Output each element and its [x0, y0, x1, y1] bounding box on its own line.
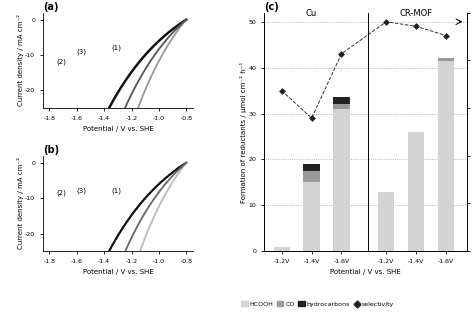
Bar [303, 171, 320, 182]
Bar [438, 58, 454, 61]
Bar [303, 164, 320, 171]
Text: (1): (1) [111, 45, 121, 51]
Text: (c): (c) [264, 2, 279, 12]
Bar [333, 97, 350, 104]
Bar [333, 109, 350, 251]
Text: (3): (3) [77, 48, 87, 55]
Bar [438, 61, 454, 251]
Text: (b): (b) [43, 145, 59, 155]
Text: (1): (1) [111, 188, 121, 194]
Bar [303, 182, 320, 251]
Bar [273, 246, 290, 251]
Y-axis label: Current density / mA cm⁻²: Current density / mA cm⁻² [17, 158, 24, 249]
Bar [378, 192, 394, 251]
Y-axis label: Current density / mA cm⁻²: Current density / mA cm⁻² [17, 14, 24, 106]
Legend: HCOOH, CO, hydrocarbons, selectivity: HCOOH, CO, hydrocarbons, selectivity [239, 299, 396, 309]
Y-axis label: Formation of reductants / μmol cm⁻² h⁻¹: Formation of reductants / μmol cm⁻² h⁻¹ [240, 61, 247, 203]
Bar [333, 104, 350, 109]
Text: (a): (a) [43, 2, 58, 12]
Bar [408, 132, 424, 251]
X-axis label: Potential / V vs. SHE: Potential / V vs. SHE [82, 126, 153, 132]
X-axis label: Potential / V vs. SHE: Potential / V vs. SHE [330, 269, 401, 275]
Text: Cu: Cu [306, 9, 317, 18]
X-axis label: Potential / V vs. SHE: Potential / V vs. SHE [82, 269, 153, 275]
Text: (2): (2) [56, 59, 66, 65]
Text: (3): (3) [77, 188, 87, 194]
Text: (2): (2) [56, 190, 66, 196]
Text: CR-MOF: CR-MOF [400, 9, 433, 18]
